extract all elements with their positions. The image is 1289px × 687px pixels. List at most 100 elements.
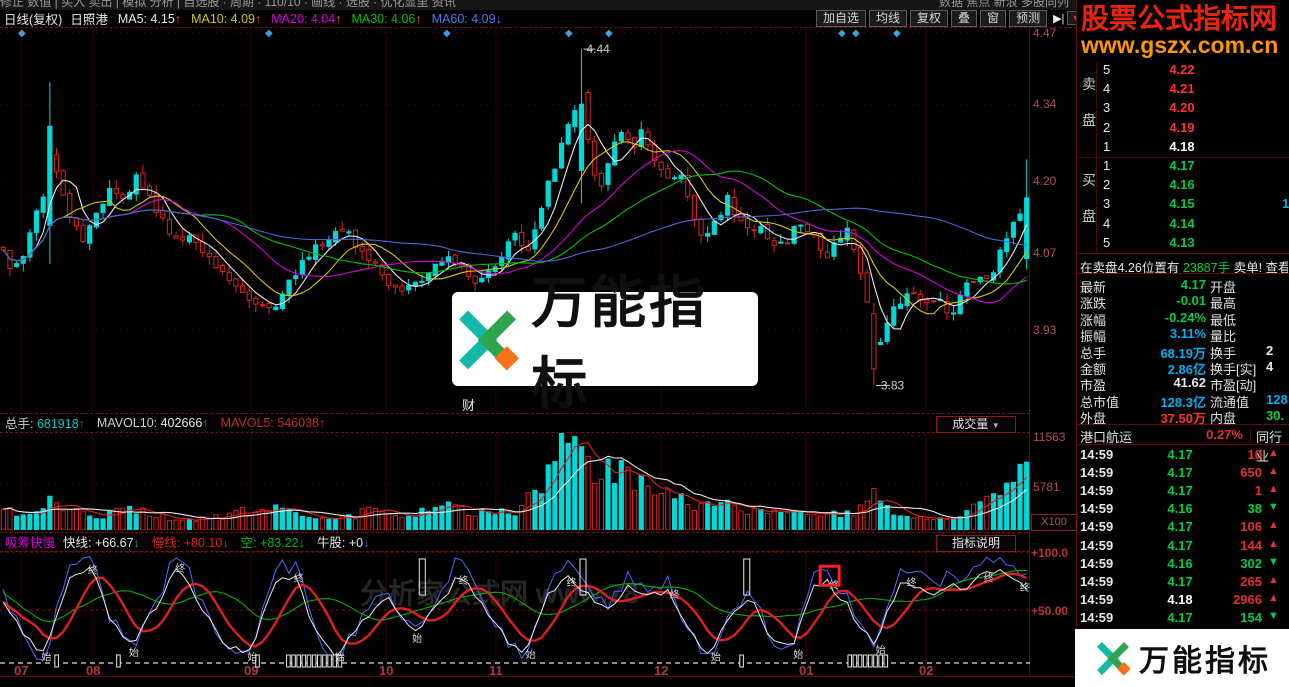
large-order-alert[interactable]: 在卖盘4.26位置有 23887手 卖单! 查看 [1080,257,1288,276]
ma-text: MA5: 4.15 [117,11,175,26]
svg-text:终: 终 [1020,581,1030,594]
ma-text: MA30: 4.06 [351,11,416,26]
sell-level-3[interactable]: 3 4.20 [1077,100,1289,119]
sell-level-1[interactable]: 1 4.18 [1077,139,1289,158]
next-page-icon[interactable]: ▶| [1053,12,1065,25]
svg-text:终: 终 [567,576,577,589]
tick-time: 14:59 [1080,609,1114,625]
svg-text:终: 终 [88,563,98,576]
indicator-selector-dropdown[interactable]: 成交量 ▼ [936,416,1016,433]
buy-level-5[interactable]: 5 4.13 [1077,235,1289,254]
svg-text:始: 始 [335,650,345,663]
stat-label: 市盈 [1080,378,1107,394]
vol-arrow: ↑ [319,415,326,430]
buy-level-1[interactable]: 1 4.17 [1077,158,1289,177]
period-label[interactable]: 日线(复权) [4,13,63,27]
ma-trend-arrow: ↓ [495,11,502,26]
oscillator-tick-label: +100.0 [1031,546,1069,560]
month-label-07: 07 [14,663,29,678]
indicator-name[interactable]: 吸筹快慢 [5,536,56,550]
tick-row[interactable]: 14:59 4.17 154 ▼ [1080,610,1289,628]
oscillator-tick-label: +50.00 [1031,604,1069,618]
buy-level-3[interactable]: 3 4.15 1 [1077,196,1289,215]
buy-level-2[interactable]: 2 4.16 [1077,177,1289,196]
tick-volume: 302 [1240,555,1262,571]
buy-signal-diamond-icon: ◆ [18,28,26,39]
tick-row[interactable]: 14:59 4.17 10 ▲ [1080,447,1289,465]
level-price: 4.17 [1169,158,1195,173]
price-tick-label: 4.34 [1033,97,1057,112]
toolbar-button-加自选[interactable]: 加自选 [816,9,867,27]
tick-row[interactable]: 14:59 4.18 2966 ▲ [1080,592,1289,610]
indicator-help-button[interactable]: 指标说明 [936,535,1016,552]
tick-price: 4.17 [1167,537,1193,553]
stat-value-right: 128 [1266,391,1288,407]
stat-label: 振幅 [1080,329,1107,345]
center-watermark-text: 万能指标 [531,271,709,415]
tick-volume: 1 [1254,483,1262,499]
sector-name[interactable]: 港口航运 [1080,430,1133,445]
cai-mark: 财 [462,398,476,413]
tick-row[interactable]: 14:59 4.17 1 ▲ [1080,483,1289,501]
toolbar-button-复权[interactable]: 复权 [910,9,949,27]
buy-signal-diamond-icon: ◆ [893,28,901,39]
tick-row[interactable]: 14:59 4.17 144 ▲ [1080,538,1289,556]
alert-suffix: 卖单! 查看 [1233,261,1288,275]
month-label-01: 01 [799,663,814,678]
toolbar-button-窗[interactable]: 窗 [980,9,1007,27]
stock-name[interactable]: 日照港 [70,13,108,27]
volume-dropdown-label: 成交量 [952,417,989,431]
peer-industry-link[interactable]: 同行业 [1256,430,1283,464]
indicator-header-item: 快线: +66.67↓ [63,532,140,551]
stat-value: 3.11% [1169,326,1206,342]
stat-value: 2.86亿 [1167,362,1206,377]
sector-row[interactable]: 港口航运 0.27% 同行业 [1080,427,1288,464]
tick-row[interactable]: 14:59 4.16 38 ▼ [1080,501,1289,519]
sell-level-2[interactable]: 2 4.19 [1077,120,1289,139]
toolbar-button-预测[interactable]: 预测 [1009,9,1048,27]
sell-level-4[interactable]: 4 4.21 [1077,81,1289,100]
svg-text:4.44: 4.44 [586,42,610,56]
vol-value: 546038 [277,415,320,430]
toolbar-button-叠[interactable]: 叠 [951,9,978,27]
stat-value-right: 4 [1266,359,1274,374]
up-arrow-icon: ▲ [1268,591,1279,604]
sell-side-label: 盘 [1082,112,1096,128]
ma-trend-arrow: ↑ [174,11,182,26]
tick-row[interactable]: 14:59 4.17 265 ▲ [1080,574,1289,592]
ind-arrow: ↓ [298,536,305,550]
stat-value: -0.01 [1176,293,1206,309]
up-arrow-icon: ▲ [1268,447,1279,459]
divider [0,532,1030,533]
stat-label: 总手 [1080,345,1107,361]
tick-price: 4.17 [1167,465,1193,481]
toolbar-button-均线[interactable]: 均线 [869,9,908,27]
tick-time: 14:59 [1080,573,1114,589]
tick-volume: 144 [1240,537,1262,553]
indicator-header-item: 牛股: +0↓ [317,532,369,551]
menu-left-items[interactable]: 修正 数值 | 买入 卖出 | 模拟 分析 | 自选股 · 周期 · 110/1… [0,0,456,9]
divider [1077,253,1289,254]
buy-level-4[interactable]: 4 4.14 [1077,216,1289,235]
ma-values: MA5: 4.15↑ MA10: 4.09↑ MA20: 4.04↑ MA30: 4.… [118,12,512,26]
sell-level-5[interactable]: 5 4.22 [1077,62,1289,81]
buy-signal-diamond-icon: ◆ [565,28,573,39]
stat-row-最新: 最新 4.17 开盘 [1080,277,1289,295]
month-label-12: 12 [654,663,669,678]
level-price: 4.13 [1169,234,1195,250]
volume-chart[interactable] [0,433,1030,530]
svg-text:始: 始 [793,648,803,661]
tick-row[interactable]: 14:59 4.17 650 ▲ [1080,465,1289,483]
tick-row[interactable]: 14:59 4.16 302 ▼ [1080,556,1289,574]
stat-label-right: 最低 [1210,312,1237,328]
menu-right-items[interactable]: 数据 焦点 新浪 多股同列 [938,0,1069,9]
divider [1096,62,1097,254]
tick-row[interactable]: 14:59 4.17 106 ▲ [1080,519,1289,537]
divider [0,432,1030,433]
buy-signal-diamond-icon: ◆ [852,28,860,39]
top-menu-strip[interactable]: 修正 数值 | 买入 卖出 | 模拟 分析 | 自选股 · 周期 · 110/1… [0,0,1077,10]
down-arrow-icon: ▼ [1268,555,1279,568]
stat-label-right: 换手 [1210,345,1237,361]
